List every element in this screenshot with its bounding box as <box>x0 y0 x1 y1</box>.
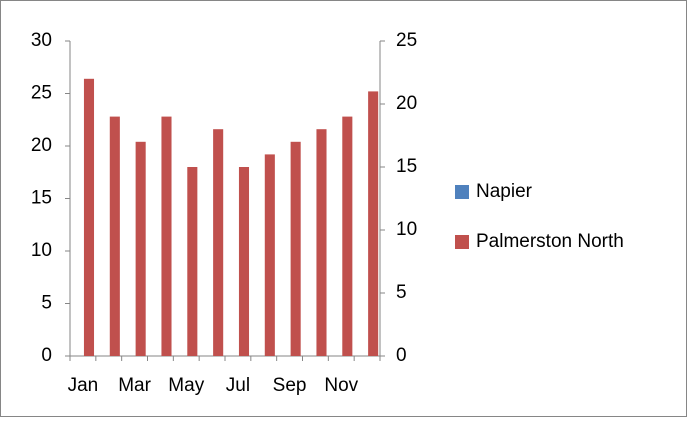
y-tick-label: 15 <box>31 188 52 209</box>
y-tick-label: 30 <box>31 30 52 51</box>
y2-tick-label: 20 <box>396 93 417 114</box>
bar <box>109 116 120 356</box>
bar <box>316 129 327 356</box>
x-tick-label: Jul <box>226 375 250 396</box>
bar <box>342 116 353 356</box>
bar <box>238 167 250 356</box>
bar <box>161 116 172 356</box>
bar <box>290 141 301 356</box>
x-tick-label: Sep <box>273 375 307 396</box>
x-tick-label: May <box>168 375 204 396</box>
y2-tick-label: 5 <box>396 282 407 303</box>
bar <box>368 91 379 357</box>
legend-swatch <box>455 185 469 199</box>
bar <box>213 129 224 356</box>
bar <box>135 141 146 356</box>
y2-tick-label: 15 <box>396 156 417 177</box>
legend-label: Palmerston North <box>476 231 624 252</box>
y2-tick-label: 10 <box>396 219 417 240</box>
x-tick-label: Nov <box>324 375 358 396</box>
bar <box>83 78 95 357</box>
bar <box>264 154 275 356</box>
y-tick-label: 10 <box>31 240 52 261</box>
y2-tick-label: 25 <box>396 30 417 51</box>
legend-label: Napier <box>476 181 533 202</box>
legend-swatch <box>455 235 469 249</box>
y2-tick-label: 0 <box>396 345 407 366</box>
y-tick-label: 20 <box>31 135 52 156</box>
bar <box>187 167 198 356</box>
y-tick-label: 5 <box>41 293 52 314</box>
x-tick-label: Mar <box>118 375 151 396</box>
y-tick-label: 25 <box>31 83 52 104</box>
x-tick-label: Jan <box>68 375 99 396</box>
y-tick-label: 0 <box>41 345 52 366</box>
